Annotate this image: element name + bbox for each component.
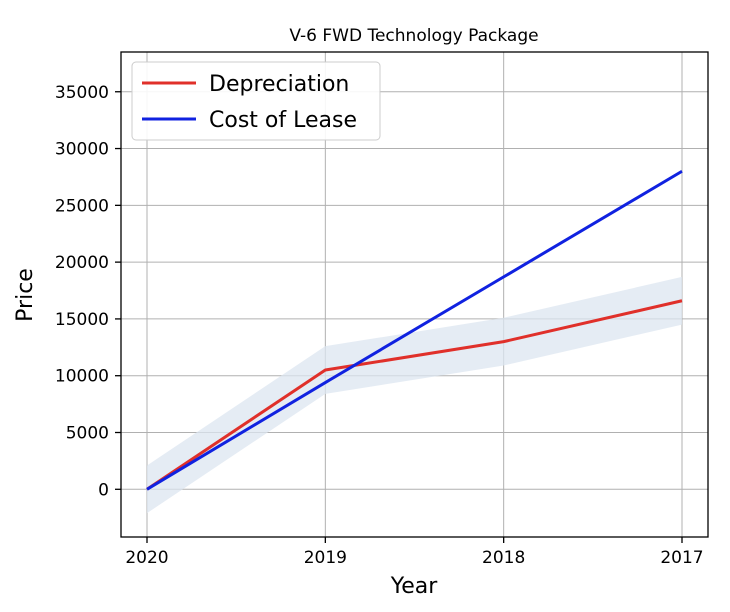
x-tick-label: 2018 [482, 548, 525, 568]
plot-area [120, 51, 709, 538]
confidence-band [147, 276, 682, 514]
series-line [146, 169, 683, 491]
y-axis-ticks: 0 5000 10000 15000 20000 25000 30000 35000 [55, 83, 121, 500]
y-tick-label: 15000 [55, 310, 109, 330]
y-tick-label: 0 [98, 480, 109, 500]
x-tick-label: 2017 [660, 548, 703, 568]
y-tick-label: 35000 [55, 83, 109, 103]
y-tick-label: 20000 [55, 253, 109, 273]
y-tick-label: 10000 [55, 367, 109, 387]
y-tick-label: 30000 [55, 140, 109, 160]
legend-label: Depreciation [209, 72, 349, 97]
x-axis-ticks: 2020 2019 2018 2017 [125, 537, 704, 568]
series-lines [146, 169, 683, 491]
series-line [146, 299, 683, 491]
legend: Depreciation Cost of Lease [131, 61, 381, 141]
x-tick-label: 2020 [125, 548, 168, 568]
confidence-bands [147, 276, 682, 514]
chart-title: V-6 FWD Technology Package [289, 26, 538, 46]
y-axis-title: Price [13, 268, 38, 322]
y-tick-label: 5000 [66, 424, 109, 444]
legend-label: Cost of Lease [209, 108, 357, 133]
x-axis-title: Year [390, 574, 439, 599]
y-tick-label: 25000 [55, 196, 109, 216]
x-tick-label: 2019 [304, 548, 347, 568]
